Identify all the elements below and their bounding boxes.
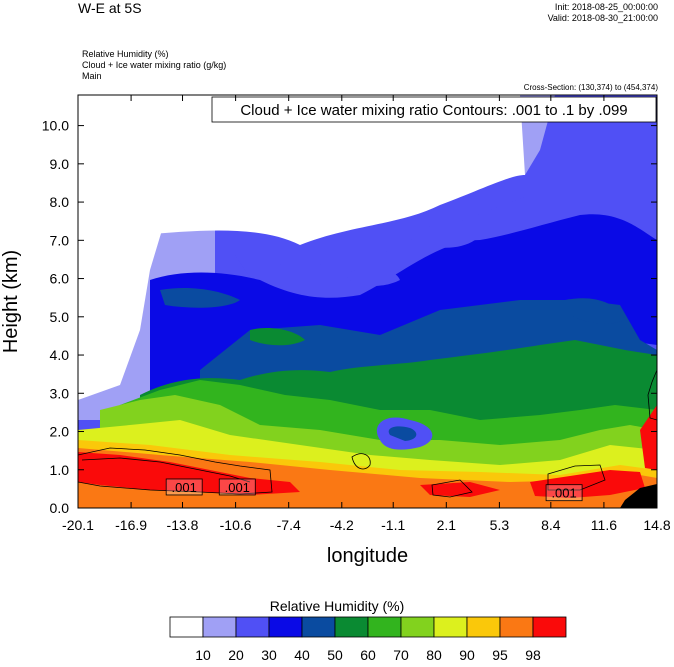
y-tick-label: 10.0 [42,118,69,134]
contour-label-box [545,484,583,502]
x-tick-label: -7.4 [277,517,301,533]
cloud-contour [547,464,606,491]
cloud-contour [647,369,657,421]
time-info: Init: 2018-08-25_00:00:00 Valid: 2018-08… [548,2,658,24]
cloud-contour [78,447,273,495]
x-tick-label: -10.6 [220,517,252,533]
colorbar: 10 20 30 40 50 60 70 80 90 95 98 [169,616,567,663]
contour-label: .001 [225,480,250,495]
rh-region [420,482,500,497]
y-tick-label: 5.0 [50,309,70,325]
field-cloud: Cloud + Ice water mixing ratio (g/kg) [82,60,227,70]
y-tick-label: 4.0 [50,347,70,363]
x-tick-label: -16.9 [115,517,147,533]
colorbar-tick-label: 10 [195,647,211,663]
field-main: Main [82,71,102,81]
rh-region [235,195,540,285]
x-tick-label: -1.1 [381,517,405,533]
cloud-contour [431,479,473,498]
x-axis-label: longitude [327,545,408,567]
y-tick-label: 1.0 [50,462,70,478]
contour-title: Cloud + Ice water mixing ratio Contours:… [240,102,627,119]
cloud-contour-lines: .001 .001 .001 [78,369,657,502]
y-tick-label: 9.0 [50,156,70,172]
colorbar-tick-label: 98 [525,647,541,663]
y-axis-label: Height (km) [0,250,22,353]
colorbar-swatch [301,616,336,638]
x-tick-label: -20.1 [62,517,94,533]
rh-pocket [250,328,305,346]
rh-pocket [565,298,625,324]
contour-label-box [218,478,256,496]
rh-pocket [388,426,417,441]
contour-label-box [165,478,203,496]
colorbar-title: Relative Humidity (%) [269,598,405,614]
y-tick-label: 2.0 [50,424,70,440]
colorbar-tick-label: 80 [426,647,442,663]
colorbar-swatch [334,616,369,638]
rh-region [78,95,525,245]
y-tick-label: 0.0 [50,500,70,516]
colorbar-swatch [202,616,237,638]
contour-label: .001 [551,486,576,501]
x-tick-label: 14.8 [643,517,670,533]
rh-region [530,470,645,498]
rh-region [640,405,657,470]
colorbar-tick-label: 70 [393,647,409,663]
rh-pocket [350,268,400,286]
y-tick-label: 7.0 [50,232,70,248]
colorbar-tick-label: 95 [492,647,508,663]
x-tick-label: -4.2 [330,517,354,533]
field-rh: Relative Humidity (%) [82,49,169,59]
cross-section-label: Cross-Section: (130,374) to (454,374) [523,83,658,92]
plot-frame [77,94,658,509]
colorbar-swatch [169,616,204,638]
colorbar-tick-label: 50 [327,647,343,663]
colorbar-swatch [268,616,303,638]
plot-title: W-E at 5S [78,0,142,16]
rh-filled-contours [78,95,657,508]
contour-title-group: Cloud + Ice water mixing ratio Contours:… [211,96,657,123]
y-tick-label: 8.0 [50,194,70,210]
colorbar-swatch [367,616,402,638]
chart-axes: Cloud + Ice water mixing ratio Contours:… [0,94,671,567]
terrain-patch [620,484,657,508]
contour-title-box [211,96,657,123]
valid-time: Valid: 2018-08-30_21:00:00 [547,13,658,23]
rh-pocket [160,288,240,308]
x-tick-label: 2.1 [437,517,457,533]
colorbar-swatch [433,616,468,638]
contour-label: .001 [172,480,197,495]
colorbar-tick-label: 40 [294,647,310,663]
x-tick-label: 5.3 [490,517,510,533]
colorbar-swatch [400,616,435,638]
colorbar-swatch [532,616,567,638]
x-tick-label: -13.8 [167,517,199,533]
cloud-contour [81,457,251,483]
cloud-contour [351,453,371,470]
colorbar-tick-label: 30 [261,647,277,663]
rh-region [78,452,300,495]
x-tick-label: 11.6 [591,517,617,533]
colorbar-swatch [235,616,270,638]
colorbar-tick-label: 20 [228,647,244,663]
colorbar-swatch [499,616,534,638]
y-tick-label: 6.0 [50,271,70,287]
y-tick-label: 3.0 [50,385,70,401]
colorbar-swatch [466,616,501,638]
colorbar-tick-label: 60 [360,647,376,663]
x-tick-label: 8.4 [541,517,561,533]
field-list: Relative Humidity (%) Cloud + Ice water … [82,49,226,82]
rh-pocket [420,224,475,248]
init-time: Init: 2018-08-25_00:00:00 [554,2,658,12]
colorbar-tick-label: 90 [459,647,475,663]
